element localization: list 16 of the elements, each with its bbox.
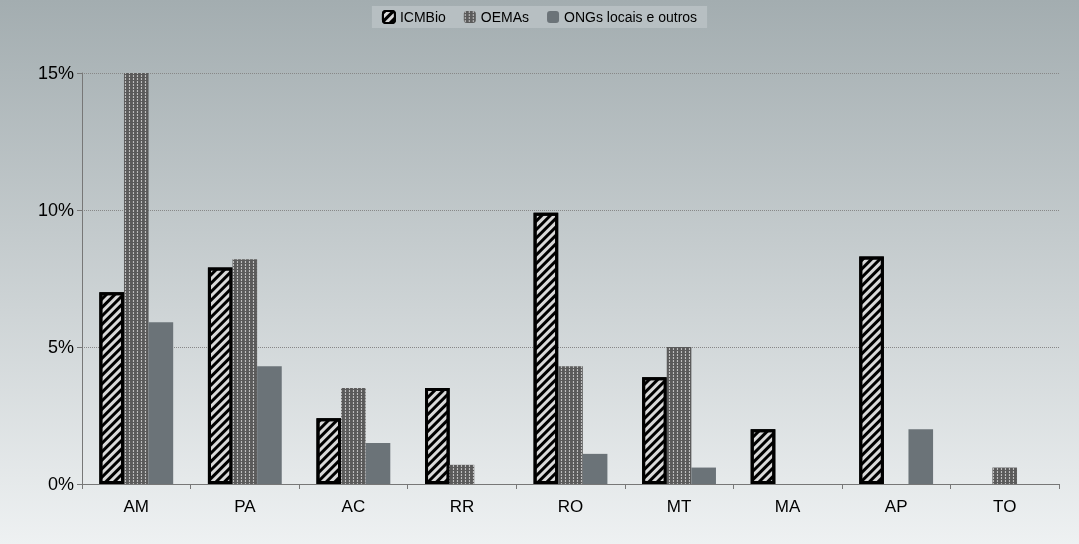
y-tick-label: 10%	[37, 200, 74, 220]
x-tick-label: AM	[123, 497, 150, 516]
legend-label: ONGs locais e outros	[564, 9, 698, 25]
legend-label: ICMBio	[399, 9, 447, 25]
y-tick-label: 0%	[47, 474, 74, 494]
x-tick-label: MT	[666, 497, 692, 516]
x-tick-label: MA	[774, 497, 802, 516]
x-tick-label: RO	[557, 497, 584, 516]
x-tick-label: RR	[449, 497, 475, 516]
y-tick-label: 15%	[37, 63, 74, 83]
x-tick-label: TO	[993, 497, 1017, 516]
legend-label: OEMAs	[480, 9, 530, 25]
y-tick-label: 5%	[47, 337, 74, 357]
x-tick-label: AP	[884, 497, 908, 516]
x-tick-label: AC	[341, 497, 366, 516]
x-tick-label: PA	[234, 497, 257, 516]
